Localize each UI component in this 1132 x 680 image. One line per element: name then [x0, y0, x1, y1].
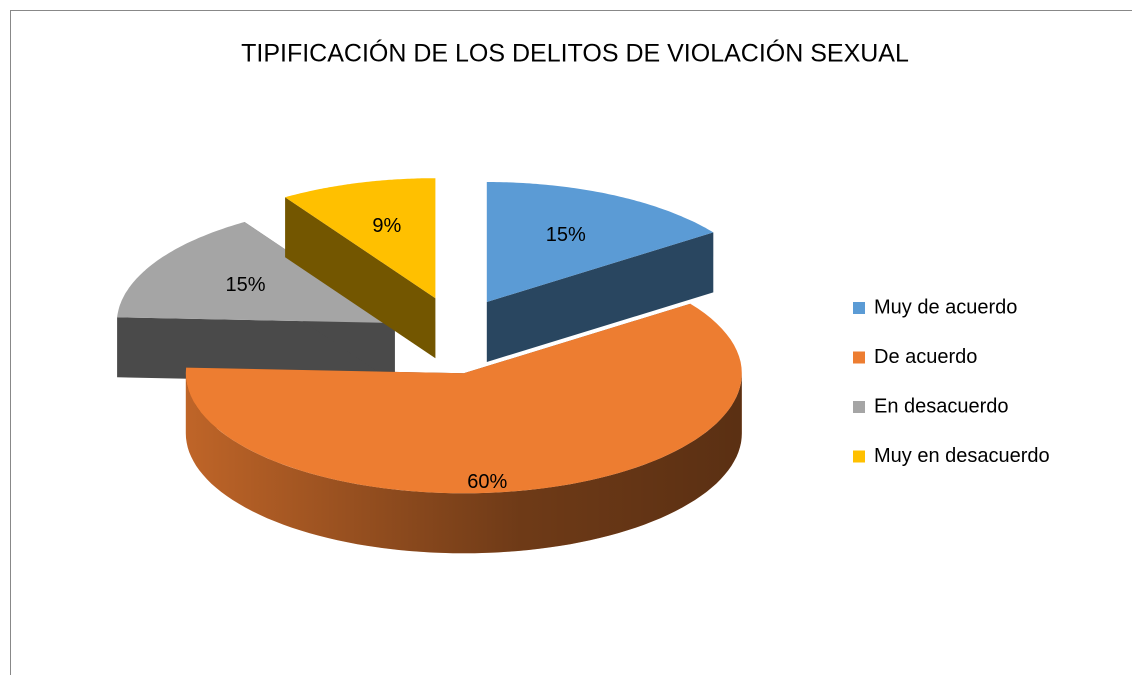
slice-side-shade: [185, 373, 742, 554]
legend-swatch: [853, 351, 865, 364]
legend-label: Muy de acuerdo: [874, 296, 1017, 318]
slice-side: [285, 197, 436, 359]
legend: Muy de acuerdo De acuerdo En desacuerdo Muy…: [853, 296, 1050, 467]
chart-title: TIPIFICACIÓN DE LOS DELITOS DE VIOLACIÓN…: [241, 39, 909, 68]
slice: [117, 222, 395, 323]
data-label: 15%: [546, 224, 586, 246]
slice: [486, 182, 714, 302]
data-label: 60%: [467, 471, 507, 493]
pie: 15% 60% 15% 9%: [117, 178, 742, 554]
legend-label: Muy en desacuerdo: [874, 445, 1050, 467]
data-label: 9%: [372, 215, 401, 237]
slice: [185, 303, 742, 494]
legend-swatch: [853, 302, 865, 314]
slice: [285, 178, 436, 299]
slice-side: [486, 232, 714, 362]
legend-swatch: [853, 450, 865, 463]
legend-swatch: [853, 401, 865, 413]
legend-label: En desacuerdo: [874, 395, 1009, 417]
data-label: 15%: [226, 274, 266, 296]
legend-label: De acuerdo: [874, 346, 977, 368]
